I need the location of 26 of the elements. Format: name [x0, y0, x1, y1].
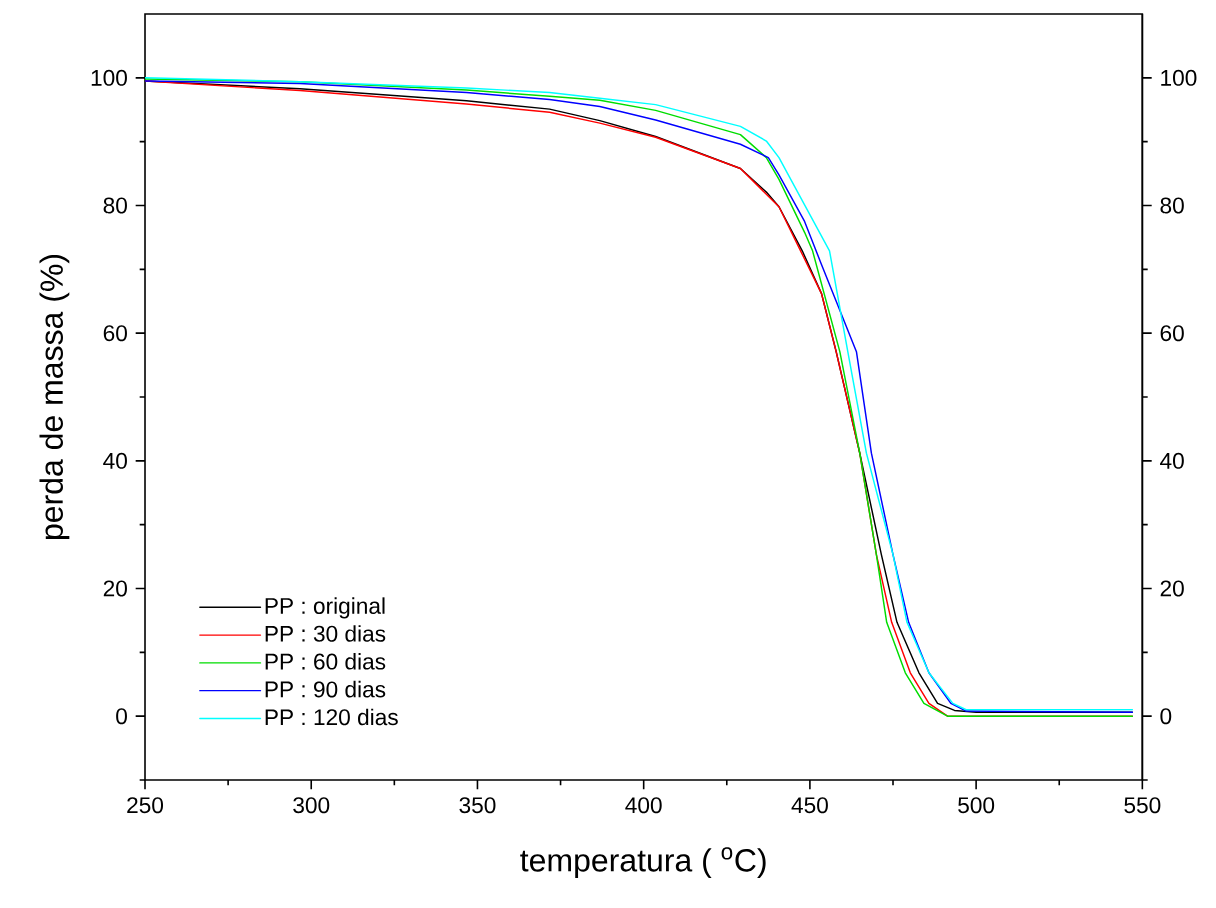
y2-tick-label: 80 [1160, 197, 1184, 214]
y-tick-label: 60 [103, 325, 127, 342]
y-tick-label: 0 [116, 708, 127, 725]
legend-label: PP : 90 dias [265, 680, 386, 698]
y-axis-title: perda de massa (%) [39, 254, 70, 539]
y2-tick-label: 60 [1160, 325, 1184, 342]
y2-tick-label: 20 [1160, 580, 1184, 597]
y-tick-label: 80 [103, 197, 127, 214]
y-tick-label: 20 [103, 580, 127, 597]
x-tick-label: 500 [958, 797, 995, 814]
y2-tick-label: 100 [1161, 69, 1197, 86]
x-tick-label: 400 [625, 797, 662, 814]
y2-tick-label: 0 [1160, 708, 1172, 725]
x-tick-label: 550 [1124, 797, 1161, 814]
y-tick-label: 40 [103, 452, 127, 469]
x-tick-label: 350 [459, 797, 496, 814]
legend-label: PP : 30 dias [265, 625, 386, 642]
x-tick-label: 250 [127, 797, 164, 814]
legend-label: PP : 120 dias [265, 708, 398, 726]
y2-tick-label: 40 [1160, 452, 1184, 469]
x-axis-title: temperatura ( $^{o}$C) [520, 847, 766, 878]
x-tick-label: 450 [791, 797, 828, 814]
legend-label: PP : original [265, 597, 385, 619]
x-tick-label: 300 [293, 797, 330, 814]
legend-label: PP : 60 dias [265, 652, 386, 670]
y-tick-label: 100 [91, 69, 127, 86]
